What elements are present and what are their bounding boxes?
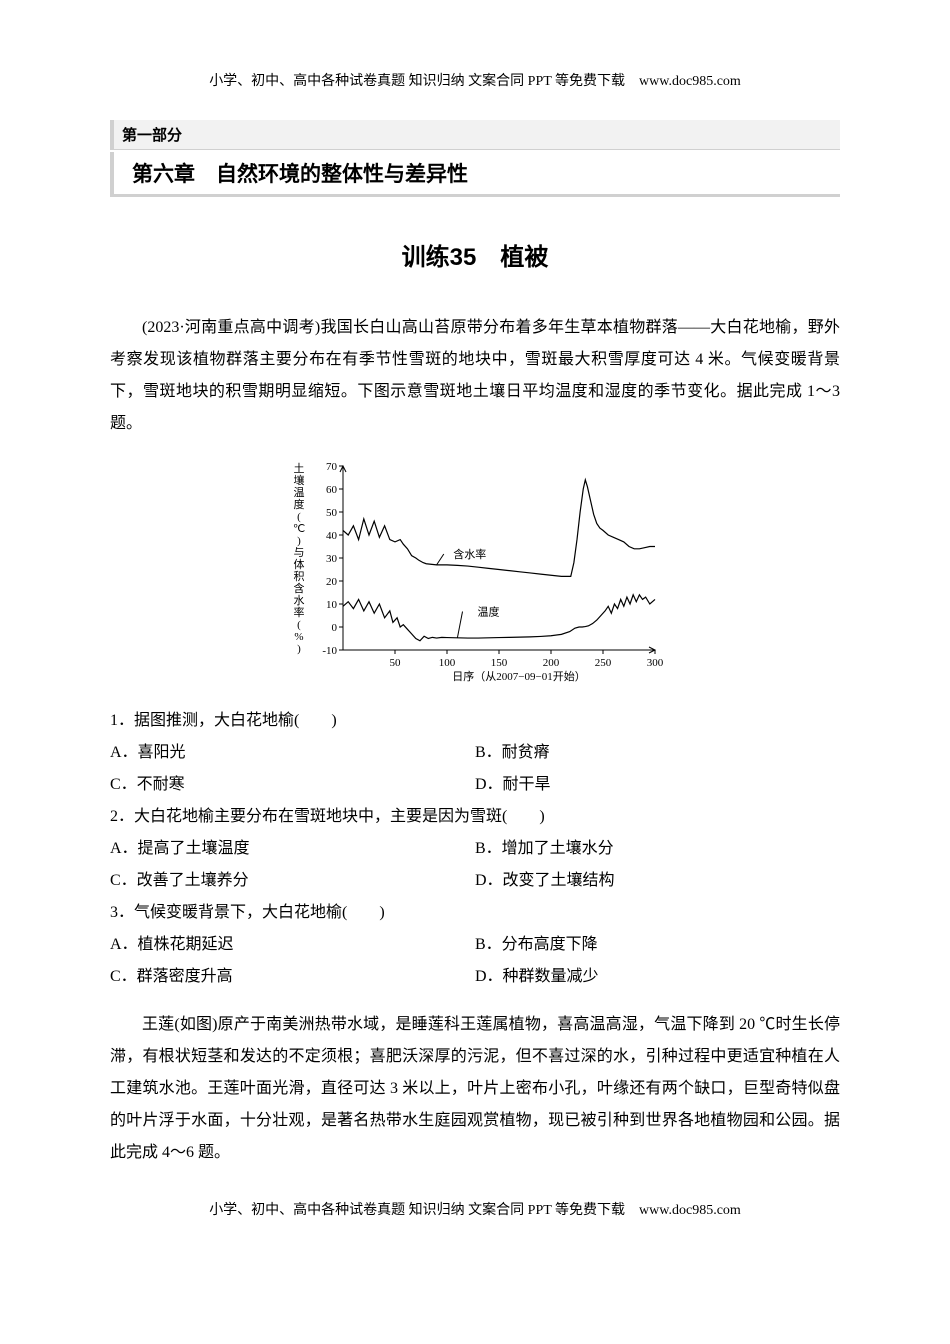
q1-option-c: C．不耐寒 — [110, 769, 475, 801]
svg-text:10: 10 — [326, 599, 338, 611]
svg-text:温度: 温度 — [478, 605, 500, 619]
svg-text:200: 200 — [543, 657, 560, 669]
q2-option-a: A．提高了土壤温度 — [110, 833, 475, 865]
q3-option-d: D．种群数量减少 — [475, 961, 840, 993]
svg-text:150: 150 — [491, 657, 508, 669]
svg-text:率: 率 — [294, 605, 305, 619]
svg-text:(: ( — [297, 619, 301, 631]
svg-text:250: 250 — [595, 657, 612, 669]
q2-options: A．提高了土壤温度 B．增加了土壤水分 — [110, 833, 840, 865]
q2-stem: 2．大白花地榆主要分布在雪斑地块中，主要是因为雪斑( ) — [110, 801, 840, 833]
svg-text:℃: ℃ — [293, 523, 305, 535]
svg-text:): ) — [297, 535, 301, 547]
svg-text:0: 0 — [332, 622, 338, 634]
q3-option-c: C．群落密度升高 — [110, 961, 475, 993]
svg-text:50: 50 — [390, 657, 402, 669]
svg-text:100: 100 — [439, 657, 456, 669]
svg-text:温: 温 — [294, 486, 305, 499]
passage-1: (2023·河南重点高中调考)我国长白山高山苔原带分布着多年生草本植物群落——大… — [110, 312, 840, 440]
svg-text:度: 度 — [294, 497, 305, 511]
q1-options-row2: C．不耐寒 D．耐干旱 — [110, 769, 840, 801]
svg-text:): ) — [297, 643, 301, 655]
q3-options-row2: C．群落密度升高 D．种群数量减少 — [110, 961, 840, 993]
svg-text:体: 体 — [294, 557, 305, 571]
q1-stem: 1．据图推测，大白花地榆( ) — [110, 705, 840, 737]
svg-text:20: 20 — [326, 576, 338, 588]
svg-text:50: 50 — [326, 507, 338, 519]
page: 小学、初中、高中各种试卷真题 知识归纳 文案合同 PPT 等免费下载 www.d… — [0, 0, 950, 1259]
q3-option-b: B．分布高度下降 — [475, 929, 840, 961]
svg-text:30: 30 — [326, 553, 338, 565]
svg-text:壤: 壤 — [294, 473, 305, 487]
q1-option-b: B．耐贫瘠 — [475, 737, 840, 769]
section-label: 第一部分 — [110, 120, 840, 150]
q3-stem: 3．气候变暖背景下，大白花地榆( ) — [110, 897, 840, 929]
q3-option-a: A．植株花期延迟 — [110, 929, 475, 961]
passage-2: 王莲(如图)原产于南美洲热带水域，是睡莲科王莲属植物，喜高温高湿，气温下降到 2… — [110, 1009, 840, 1169]
q2-options-row2: C．改善了土壤养分 D．改变了土壤结构 — [110, 865, 840, 897]
svg-text:300: 300 — [647, 657, 664, 669]
svg-text:土: 土 — [294, 462, 305, 475]
svg-text:积: 积 — [294, 570, 305, 583]
svg-text:含水率: 含水率 — [453, 547, 486, 561]
soil-chart: -10 0 10 20 30 40 50 60 70 50 100 150 200 250 300 日序（从2… — [285, 456, 665, 686]
svg-text:60: 60 — [326, 484, 338, 496]
page-footer: 小学、初中、高中各种试卷真题 知识归纳 文案合同 PPT 等免费下载 www.d… — [110, 1199, 840, 1219]
svg-text:含: 含 — [294, 581, 305, 595]
svg-text:与: 与 — [294, 546, 305, 559]
q1-option-d: D．耐干旱 — [475, 769, 840, 801]
svg-text:日序（从2007−09−01开始）: 日序（从2007−09−01开始） — [452, 669, 585, 683]
q2-option-c: C．改善了土壤养分 — [110, 865, 475, 897]
q1-options: A．喜阳光 B．耐贫瘠 — [110, 737, 840, 769]
svg-text:(: ( — [297, 511, 301, 523]
svg-text:-10: -10 — [322, 645, 337, 657]
svg-text:40: 40 — [326, 530, 338, 542]
svg-text:水: 水 — [294, 594, 305, 607]
q2-option-d: D．改变了土壤结构 — [475, 865, 840, 897]
q2-option-b: B．增加了土壤水分 — [475, 833, 840, 865]
page-header: 小学、初中、高中各种试卷真题 知识归纳 文案合同 PPT 等免费下载 www.d… — [110, 70, 840, 90]
chart-container: -10 0 10 20 30 40 50 60 70 50 100 150 200 250 300 日序（从2… — [110, 456, 840, 691]
q1-option-a: A．喜阳光 — [110, 737, 475, 769]
training-title: 训练35 植被 — [110, 237, 840, 272]
q3-options: A．植株花期延迟 B．分布高度下降 — [110, 929, 840, 961]
svg-text:%: % — [294, 631, 303, 643]
chapter-title: 第六章 自然环境的整体性与差异性 — [110, 152, 840, 197]
svg-text:70: 70 — [326, 461, 338, 473]
